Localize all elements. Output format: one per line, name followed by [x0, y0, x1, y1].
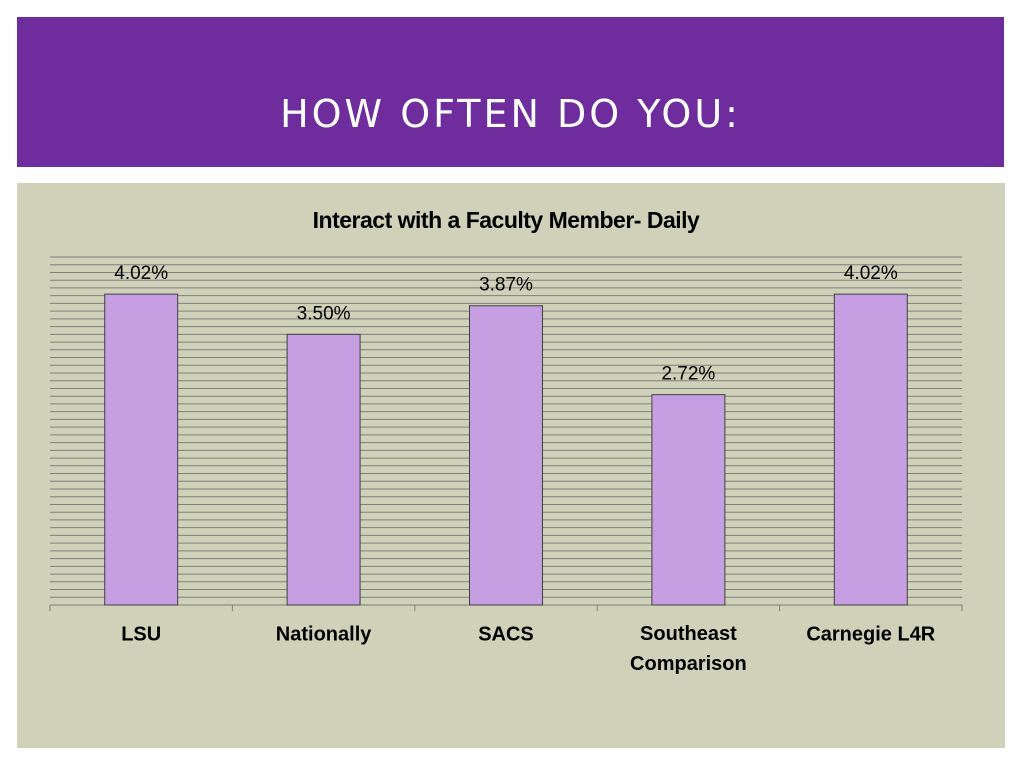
x-tick-label: Nationally	[276, 623, 372, 645]
x-tick-label: Carnegie L4R	[806, 623, 935, 645]
bar	[104, 293, 179, 606]
data-label: 3.50%	[297, 303, 351, 324]
bar	[833, 293, 908, 606]
x-tick-label: SACS	[478, 623, 534, 645]
chart-title: Interact with a Faculty Member- Daily	[313, 207, 700, 233]
x-tick-label: LSU	[121, 623, 161, 645]
data-label: 3.87%	[479, 275, 533, 296]
slide-title: HOW OFTEN DO YOU:	[280, 92, 741, 136]
chart-panel: Interact with a Faculty Member- Daily LS…	[17, 183, 1005, 748]
chart: Interact with a Faculty Member- Daily LS…	[49, 207, 963, 675]
data-label: 2.72%	[661, 364, 715, 385]
header-band: HOW OFTEN DO YOU:	[17, 17, 1004, 167]
data-label: 4.02%	[844, 263, 898, 284]
x-tick-label: Southeast Comparison	[630, 623, 747, 675]
bar	[286, 333, 361, 606]
data-label: 4.02%	[114, 263, 168, 284]
bar	[469, 305, 543, 606]
bar	[651, 394, 726, 606]
